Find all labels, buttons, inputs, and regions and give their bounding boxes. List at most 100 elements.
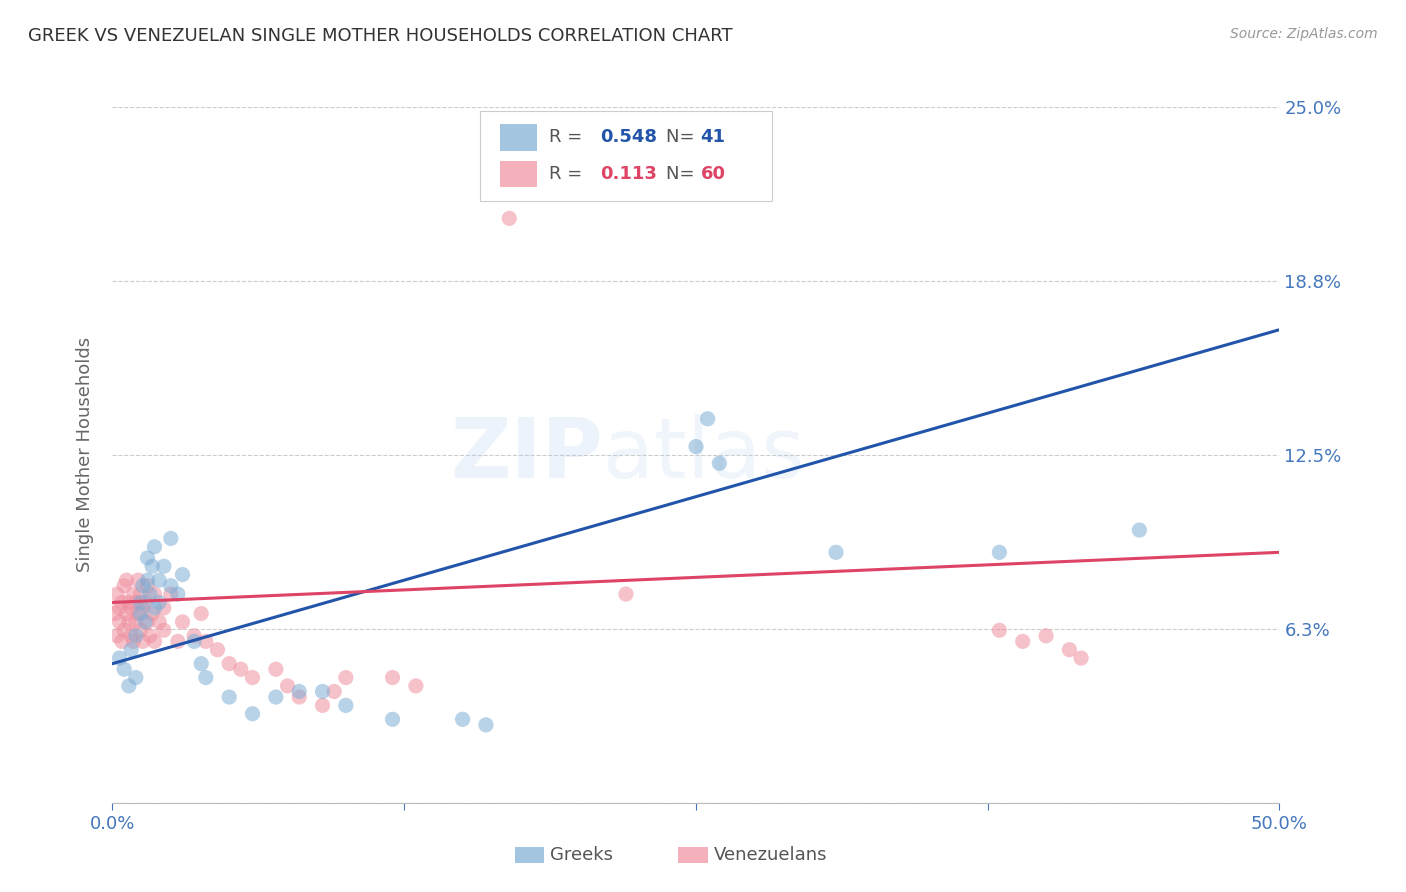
Point [451, 712, 474, 726]
Point [129, 595, 152, 609]
Point [139, 629, 162, 643]
Point [112, 579, 135, 593]
Point [218, 690, 240, 704]
Point [132, 579, 155, 593]
FancyBboxPatch shape [501, 161, 537, 187]
Point [118, 679, 141, 693]
Point [120, 629, 142, 643]
Text: N=: N= [665, 128, 700, 146]
Point [111, 634, 134, 648]
Point [311, 698, 333, 713]
FancyBboxPatch shape [515, 847, 544, 863]
Point [172, 615, 194, 629]
Point [264, 690, 287, 704]
Text: R =: R = [548, 128, 588, 146]
Point [190, 657, 212, 671]
Point [1011, 634, 1033, 648]
Text: Greeks: Greeks [550, 846, 613, 864]
Point [127, 607, 149, 621]
Point [685, 440, 707, 454]
Point [125, 595, 148, 609]
Point [125, 615, 148, 629]
Point [183, 629, 205, 643]
Point [988, 624, 1011, 638]
Point [709, 456, 731, 470]
Point [166, 587, 188, 601]
FancyBboxPatch shape [679, 847, 707, 863]
Point [136, 579, 159, 593]
Point [111, 595, 134, 609]
Point [122, 634, 145, 648]
Point [129, 607, 152, 621]
Point [143, 634, 166, 648]
Point [120, 642, 142, 657]
Point [160, 587, 183, 601]
Text: 0.548: 0.548 [600, 128, 657, 146]
Point [153, 601, 176, 615]
Point [194, 634, 217, 648]
Point [148, 595, 170, 609]
Point [190, 607, 212, 621]
Point [132, 634, 155, 648]
Point [129, 587, 152, 601]
Point [335, 698, 357, 713]
Point [242, 706, 264, 721]
Point [194, 671, 217, 685]
Point [160, 579, 183, 593]
Point [1070, 651, 1092, 665]
Point [120, 601, 142, 615]
Point [148, 615, 170, 629]
Point [825, 545, 848, 559]
Point [122, 587, 145, 601]
Text: 60: 60 [700, 165, 725, 183]
Point [136, 550, 159, 565]
Point [311, 684, 333, 698]
Point [218, 657, 240, 671]
Point [148, 573, 170, 587]
Point [1035, 629, 1057, 643]
Point [405, 679, 427, 693]
Text: atlas: atlas [603, 415, 804, 495]
Text: GREEK VS VENEZUELAN SINGLE MOTHER HOUSEHOLDS CORRELATION CHART: GREEK VS VENEZUELAN SINGLE MOTHER HOUSEH… [28, 27, 733, 45]
Text: 41: 41 [700, 128, 725, 146]
Point [288, 684, 311, 698]
Point [143, 601, 166, 615]
Point [105, 629, 128, 643]
Point [139, 587, 162, 601]
Text: 0.113: 0.113 [600, 165, 657, 183]
Point [183, 634, 205, 648]
Point [160, 532, 183, 546]
Point [988, 545, 1011, 559]
Point [276, 679, 298, 693]
Point [381, 712, 404, 726]
Point [143, 587, 166, 601]
Point [335, 671, 357, 685]
Point [104, 607, 127, 621]
Point [115, 573, 138, 587]
FancyBboxPatch shape [479, 111, 772, 201]
Point [125, 671, 148, 685]
Point [134, 595, 156, 609]
Text: N=: N= [665, 165, 700, 183]
Point [105, 587, 128, 601]
Point [125, 629, 148, 643]
Point [498, 211, 520, 226]
Point [1059, 642, 1081, 657]
Point [108, 651, 131, 665]
Point [153, 559, 176, 574]
Point [264, 662, 287, 676]
Point [127, 573, 149, 587]
Point [153, 624, 176, 638]
Point [1128, 523, 1150, 537]
Point [118, 615, 141, 629]
Point [242, 671, 264, 685]
Text: Source: ZipAtlas.com: Source: ZipAtlas.com [1230, 27, 1378, 41]
Point [108, 615, 131, 629]
FancyBboxPatch shape [501, 124, 537, 151]
Point [115, 607, 138, 621]
Point [614, 587, 637, 601]
Point [134, 615, 156, 629]
Point [143, 540, 166, 554]
Point [112, 624, 135, 638]
Point [112, 662, 135, 676]
